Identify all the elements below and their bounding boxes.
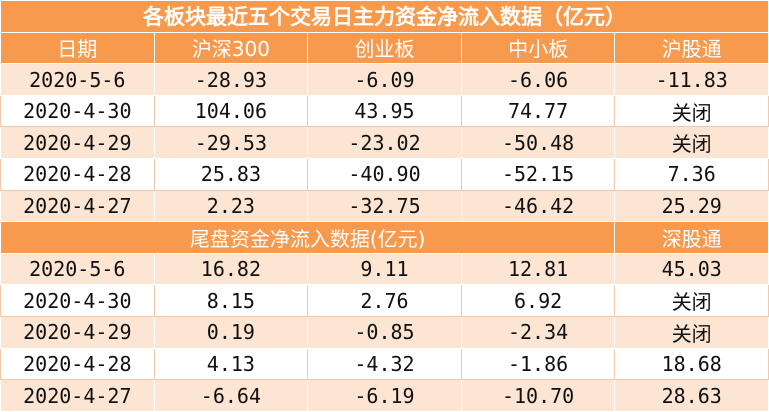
data-cell: 2.23 [153, 189, 309, 223]
data-cell: 2020-4-30 [0, 94, 155, 128]
data-row: 2020-4-30 8.15 2.76 6.92 关闭 [0, 284, 769, 318]
data-cell: -28.93 [153, 63, 309, 96]
header-cell: 创业板 [307, 31, 462, 65]
data-cell: 0.19 [153, 316, 309, 349]
section-title: 尾盘资金净流入数据(亿元) [0, 221, 616, 254]
data-cell: -52.15 [460, 158, 616, 191]
header-cell: 沪股通 [614, 31, 769, 65]
data-cell: 关闭 [614, 284, 769, 318]
data-cell: 2020-4-27 [0, 189, 155, 223]
header-cell: 深股通 [614, 221, 769, 254]
data-cell: 43.95 [307, 94, 462, 128]
data-cell: -32.75 [307, 189, 462, 223]
data-cell: 关闭 [614, 126, 769, 160]
data-cell: 关闭 [614, 94, 769, 128]
data-row: 2020-4-28 25.83 -40.90 -52.15 7.36 [0, 158, 769, 191]
data-cell: -29.53 [153, 126, 309, 160]
data-cell: 2020-4-27 [0, 379, 155, 412]
data-cell: -50.48 [460, 126, 616, 160]
data-cell: 2020-4-30 [0, 284, 155, 318]
data-cell: 2020-4-28 [0, 158, 155, 191]
data-row: 2020-4-29 -29.53 -23.02 -50.48 关闭 [0, 126, 769, 160]
data-row: 2020-4-29 0.19 -0.85 -2.34 关闭 [0, 316, 769, 349]
data-row: 2020-4-28 4.13 -4.32 -1.86 18.68 [0, 347, 769, 381]
data-cell: 104.06 [153, 94, 309, 128]
data-cell: 7.36 [614, 158, 769, 191]
data-cell: -11.83 [614, 63, 769, 96]
data-cell: 74.77 [460, 94, 616, 128]
header-row: 日期 沪深300 创业板 中小板 沪股通 [0, 31, 769, 65]
data-cell: -6.06 [460, 63, 616, 96]
data-cell: 28.63 [614, 379, 769, 412]
data-cell: -2.34 [460, 316, 616, 349]
data-cell: -1.86 [460, 347, 616, 381]
data-cell: -23.02 [307, 126, 462, 160]
data-cell: -4.32 [307, 347, 462, 381]
data-cell: -6.64 [153, 379, 309, 412]
header-cell: 中小板 [460, 31, 616, 65]
data-cell: 9.11 [307, 252, 462, 286]
data-cell: 8.15 [153, 284, 309, 318]
data-cell: -46.42 [460, 189, 616, 223]
data-cell: 45.03 [614, 252, 769, 286]
header-cell: 沪深300 [153, 31, 309, 65]
section-row: 尾盘资金净流入数据(亿元) 深股通 [0, 221, 769, 254]
data-row: 2020-4-30 104.06 43.95 74.77 关闭 [0, 94, 769, 128]
data-cell: 16.82 [153, 252, 309, 286]
data-cell: 12.81 [460, 252, 616, 286]
data-cell: 2020-4-29 [0, 126, 155, 160]
data-cell: 18.68 [614, 347, 769, 381]
data-cell: 2020-5-6 [0, 63, 155, 96]
data-cell: 关闭 [614, 316, 769, 349]
data-row: 2020-4-27 -6.64 -6.19 -10.70 28.63 [0, 379, 769, 412]
data-cell: 2020-4-28 [0, 347, 155, 381]
data-cell: -10.70 [460, 379, 616, 412]
data-cell: 2020-5-6 [0, 252, 155, 286]
data-row: 2020-5-6 16.82 9.11 12.81 45.03 [0, 252, 769, 286]
title-row: 各板块最近五个交易日主力资金净流入数据（亿元） [0, 0, 769, 33]
data-cell: -6.09 [307, 63, 462, 96]
data-cell: -0.85 [307, 316, 462, 349]
table-title: 各板块最近五个交易日主力资金净流入数据（亿元） [0, 0, 769, 33]
data-cell: 25.83 [153, 158, 309, 191]
data-cell: 2020-4-29 [0, 316, 155, 349]
data-cell: -40.90 [307, 158, 462, 191]
data-row: 2020-5-6 -28.93 -6.09 -6.06 -11.83 [0, 63, 769, 96]
data-cell: 2.76 [307, 284, 462, 318]
data-cell: 4.13 [153, 347, 309, 381]
data-cell: -6.19 [307, 379, 462, 412]
data-row: 2020-4-27 2.23 -32.75 -46.42 25.29 [0, 189, 769, 223]
data-cell: 6.92 [460, 284, 616, 318]
data-cell: 25.29 [614, 189, 769, 223]
header-cell: 日期 [0, 31, 155, 65]
